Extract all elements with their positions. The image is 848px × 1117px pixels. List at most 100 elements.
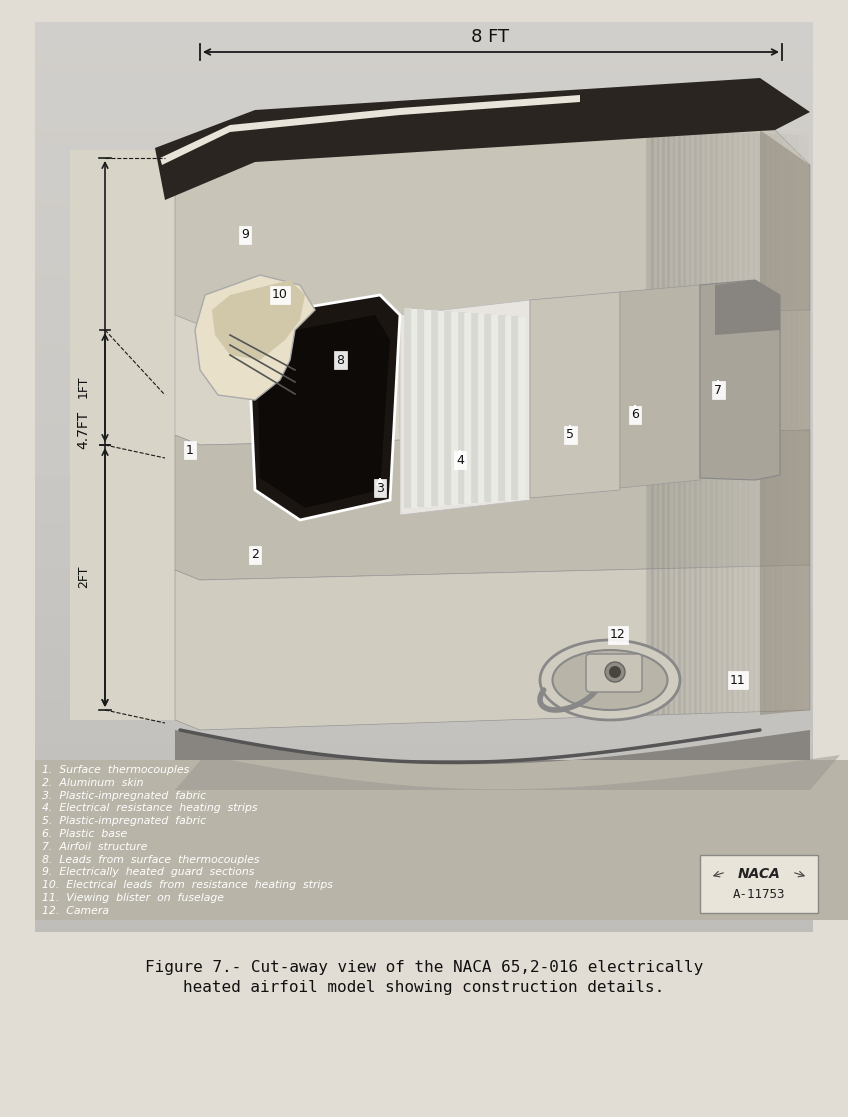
Text: 3.  Plastic-impregnated  fabric: 3. Plastic-impregnated fabric [42,791,206,801]
Bar [35,359,813,363]
Bar [35,677,813,681]
Bar [35,655,813,659]
Bar [35,446,813,450]
Bar [35,281,813,286]
Bar [35,804,813,809]
Bar [35,194,813,200]
Bar [35,868,813,872]
Bar [35,646,813,650]
Text: 11.  Viewing  blister  on  fuselage: 11. Viewing blister on fuselage [42,892,224,903]
Text: 9: 9 [241,229,249,241]
Bar [35,477,813,481]
Bar [35,40,813,45]
Bar [35,863,813,868]
Bar [35,718,813,723]
Bar [35,163,813,168]
Bar [35,714,813,718]
Text: 5.  Plastic-impregnated  fabric: 5. Plastic-impregnated fabric [42,817,206,827]
Bar [35,36,813,40]
Bar [35,54,813,58]
Bar [35,545,813,550]
Polygon shape [760,130,810,715]
Bar [35,176,813,181]
Bar [35,427,813,431]
Bar [35,345,813,350]
Bar [35,304,813,308]
Polygon shape [175,565,810,731]
Bar [35,126,813,131]
Bar [35,159,813,163]
Polygon shape [175,710,810,764]
Bar [35,440,813,446]
Ellipse shape [540,640,680,720]
Bar [70,150,200,720]
Text: 5: 5 [566,429,574,441]
Bar [35,618,813,622]
Bar [35,450,813,455]
Bar [35,376,813,381]
Bar [35,108,813,113]
Bar [35,877,813,882]
Bar [35,290,813,295]
Bar [35,782,813,786]
Text: A-11753: A-11753 [733,888,785,901]
Bar [35,31,813,36]
Bar [35,490,813,495]
Bar [35,819,813,823]
Bar [35,117,813,122]
Bar [35,887,813,891]
Bar [35,595,813,600]
Text: 6.  Plastic  base: 6. Plastic base [42,829,127,839]
Polygon shape [700,280,780,480]
Bar [35,468,813,472]
Bar [35,45,813,49]
FancyBboxPatch shape [586,653,642,693]
Bar [35,49,813,54]
Bar [35,27,813,31]
Bar [35,231,813,236]
Bar [35,554,813,558]
Bar [35,563,813,569]
Bar [35,609,813,613]
Polygon shape [175,130,810,731]
Polygon shape [530,292,620,498]
Polygon shape [258,315,390,508]
Bar [35,209,813,213]
Bar [35,104,813,108]
Text: NACA: NACA [738,867,780,881]
Ellipse shape [130,145,220,715]
Bar [35,122,813,126]
Bar [35,367,813,372]
Text: 1FT: 1FT [77,375,90,399]
Bar [35,222,813,227]
Bar [35,341,813,345]
Bar [35,308,813,313]
Bar [35,63,813,67]
Bar [35,518,813,523]
Bar [35,668,813,672]
Bar [35,923,813,927]
Bar [35,809,813,813]
Bar [35,736,813,741]
Bar [35,914,813,918]
Bar [35,760,715,918]
Bar [35,150,813,154]
Bar [35,723,813,727]
Bar [35,204,813,209]
Bar [35,896,813,900]
Bar [35,582,813,586]
Bar [35,732,813,736]
Bar [35,832,813,837]
Bar [35,786,813,791]
Text: 4.7FT: 4.7FT [76,411,90,449]
Text: 9.  Electrically  heated  guard  sections: 9. Electrically heated guard sections [42,868,254,877]
Bar [35,641,813,646]
Text: 2: 2 [251,548,259,562]
Bar [35,632,813,637]
Circle shape [605,662,625,682]
Bar [35,277,813,281]
Bar [35,391,813,395]
Bar [35,240,813,245]
Bar [35,90,813,95]
Bar [35,659,813,663]
